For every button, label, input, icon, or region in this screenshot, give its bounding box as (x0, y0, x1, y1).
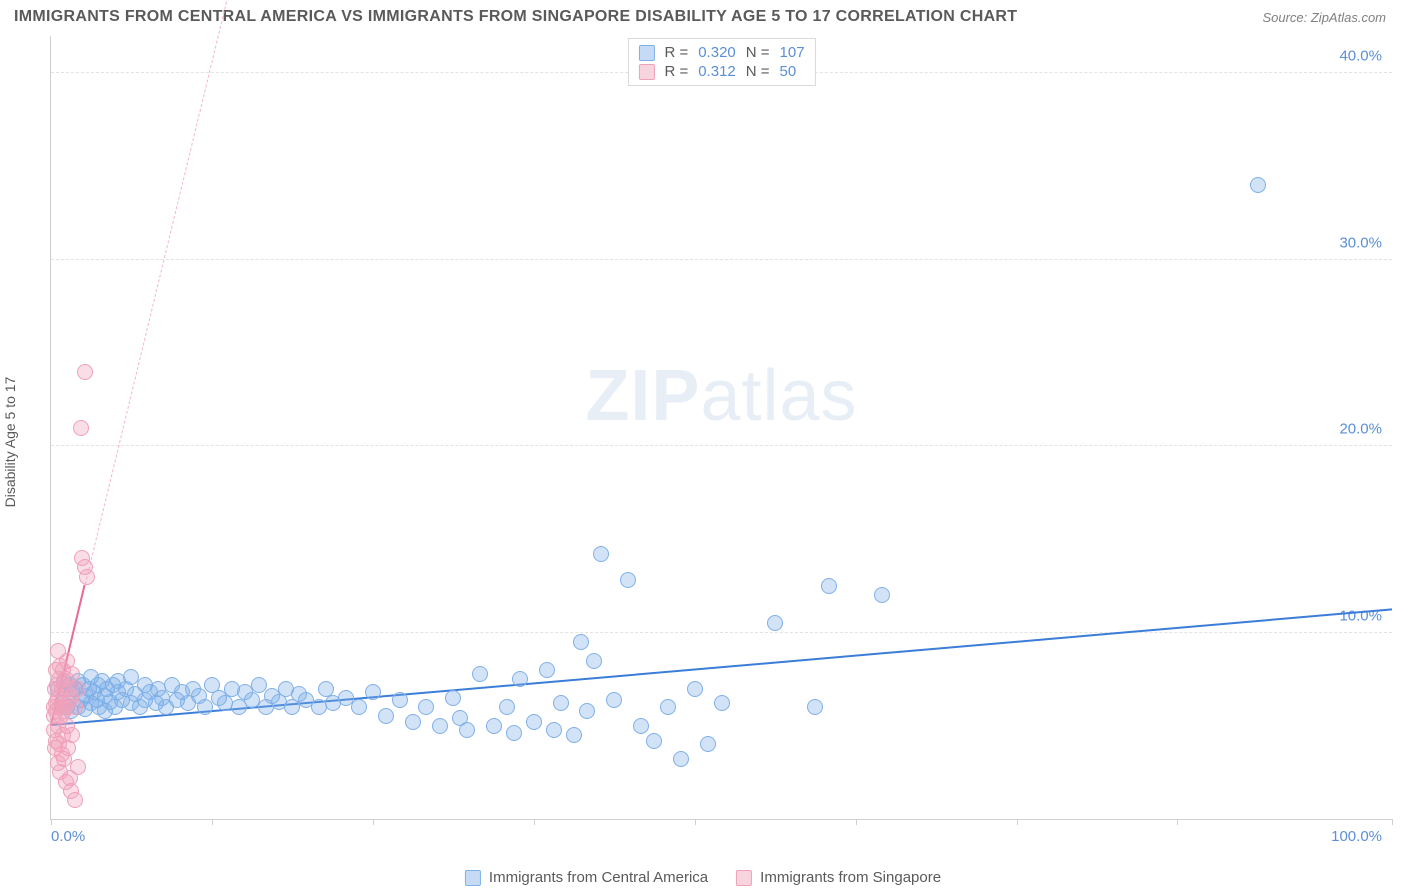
legend-stat-label: N = (746, 63, 770, 80)
data-point (1250, 177, 1266, 193)
legend-stat-label: R = (664, 63, 688, 80)
chart-source: Source: ZipAtlas.com (1262, 10, 1386, 25)
data-point (67, 792, 83, 808)
x-tick (856, 819, 857, 825)
data-point (251, 677, 267, 693)
data-point (606, 692, 622, 708)
legend-stats: R = 0.320 N = 107 R = 0.312 N = 50 (627, 38, 815, 86)
data-point (714, 695, 730, 711)
legend-stat-row: R = 0.312 N = 50 (638, 62, 804, 81)
legend-series-label: Immigrants from Central America (489, 869, 708, 886)
x-tick (1017, 819, 1018, 825)
legend-swatch (638, 64, 654, 80)
y-axis-label: Disability Age 5 to 17 (2, 377, 18, 508)
data-point (472, 666, 488, 682)
gridline (51, 632, 1392, 633)
data-point (486, 718, 502, 734)
plot-region: ZIPatlas R = 0.320 N = 107 R = 0.312 N = 50… (50, 36, 1392, 820)
data-point (586, 653, 602, 669)
data-point (646, 733, 662, 749)
legend-stat-label: R = (664, 44, 688, 61)
legend-series-item: Immigrants from Central America (465, 869, 708, 886)
legend-swatch (638, 45, 654, 61)
x-tick (51, 819, 52, 825)
legend-series-item: Immigrants from Singapore (736, 869, 941, 886)
data-point (405, 714, 421, 730)
x-tick (1177, 819, 1178, 825)
legend-stat-row: R = 0.320 N = 107 (638, 43, 804, 62)
data-point (620, 572, 636, 588)
x-tick (212, 819, 213, 825)
data-point (506, 725, 522, 741)
legend-stat-value: 107 (780, 44, 805, 61)
data-point (566, 727, 582, 743)
legend-stat-value: 50 (780, 63, 797, 80)
x-tick-label: 100.0% (1331, 828, 1382, 845)
x-tick (373, 819, 374, 825)
data-point (700, 736, 716, 752)
data-point (64, 727, 80, 743)
data-point (378, 708, 394, 724)
data-point (418, 699, 434, 715)
data-point (73, 420, 89, 436)
data-point (351, 699, 367, 715)
data-point (579, 703, 595, 719)
data-point (807, 699, 823, 715)
data-point (459, 722, 475, 738)
data-point (767, 615, 783, 631)
data-point (445, 690, 461, 706)
data-point (539, 662, 555, 678)
legend-swatch (465, 870, 481, 886)
y-tick-label: 20.0% (1339, 421, 1382, 438)
data-point (64, 666, 80, 682)
chart-header: IMMIGRANTS FROM CENTRAL AMERICA VS IMMIG… (0, 0, 1406, 30)
data-point (526, 714, 542, 730)
chart-area: Disability Age 5 to 17 ZIPatlas R = 0.32… (14, 36, 1392, 848)
data-point (365, 684, 381, 700)
legend-swatch (736, 870, 752, 886)
data-point (318, 681, 334, 697)
data-point (546, 722, 562, 738)
data-point (660, 699, 676, 715)
x-tick-label: 0.0% (51, 828, 85, 845)
data-point (70, 681, 86, 697)
data-point (633, 718, 649, 734)
data-point (512, 671, 528, 687)
data-point (432, 718, 448, 734)
data-point (687, 681, 703, 697)
data-point (821, 578, 837, 594)
data-point (79, 569, 95, 585)
legend-series: Immigrants from Central America Immigrant… (465, 869, 941, 886)
x-tick (1392, 819, 1393, 825)
legend-series-label: Immigrants from Singapore (760, 869, 941, 886)
x-tick (695, 819, 696, 825)
data-point (573, 634, 589, 650)
data-point (77, 364, 93, 380)
legend-stat-value: 0.312 (698, 63, 736, 80)
data-point (673, 751, 689, 767)
y-tick-label: 40.0% (1339, 48, 1382, 65)
data-point (499, 699, 515, 715)
chart-title: IMMIGRANTS FROM CENTRAL AMERICA VS IMMIG… (14, 8, 1017, 26)
data-point (67, 699, 83, 715)
data-point (553, 695, 569, 711)
data-point (70, 759, 86, 775)
y-tick-label: 30.0% (1339, 234, 1382, 251)
data-point (392, 692, 408, 708)
legend-stat-value: 0.320 (698, 44, 736, 61)
data-point (874, 587, 890, 603)
data-point (593, 546, 609, 562)
watermark: ZIPatlas (585, 355, 857, 437)
gridline (51, 259, 1392, 260)
legend-stat-label: N = (746, 44, 770, 61)
trend-line (51, 0, 246, 725)
x-tick (534, 819, 535, 825)
gridline (51, 445, 1392, 446)
data-point (74, 550, 90, 566)
